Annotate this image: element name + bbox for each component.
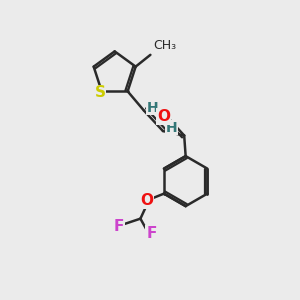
- Text: O: O: [157, 109, 170, 124]
- Text: F: F: [146, 226, 157, 241]
- Text: H: H: [165, 121, 177, 134]
- Text: S: S: [95, 85, 106, 100]
- Text: H: H: [146, 100, 158, 115]
- Text: O: O: [140, 194, 153, 208]
- Text: CH₃: CH₃: [153, 39, 176, 52]
- Text: F: F: [114, 218, 124, 233]
